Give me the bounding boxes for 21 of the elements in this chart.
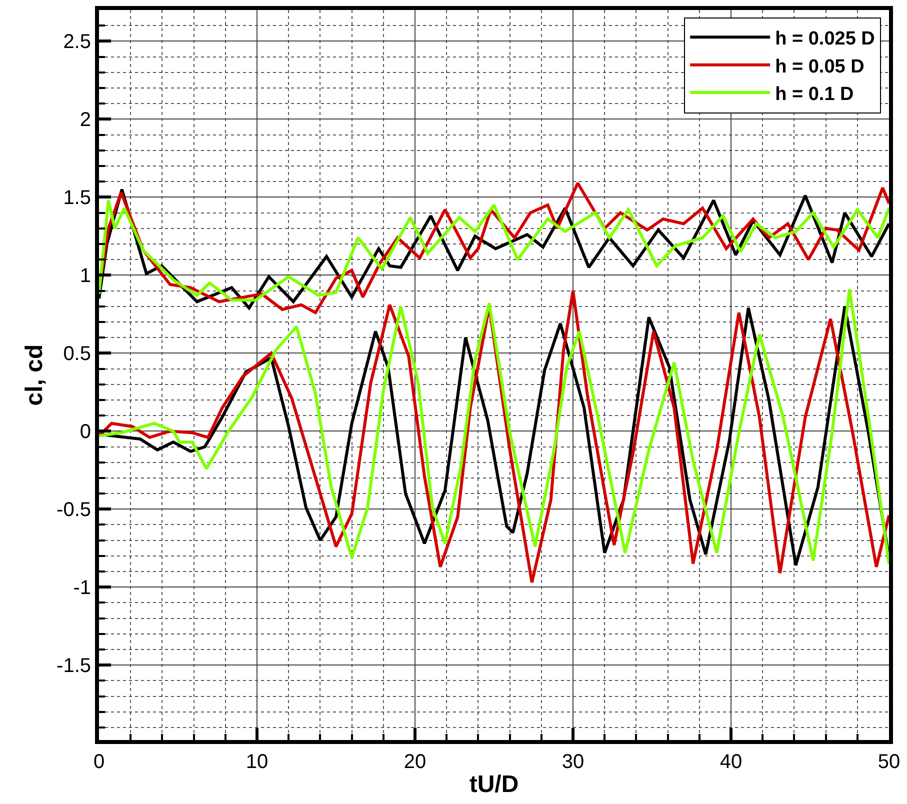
y-tick-label: -1 (73, 577, 91, 600)
legend-label: h = 0.1 D (775, 84, 854, 105)
line-series (99, 198, 889, 302)
y-axis-title: cl, cd (21, 344, 48, 406)
x-tick-label: 40 (720, 751, 742, 773)
legend-label: h = 0.05 D (775, 56, 864, 78)
x-tick-label: 50 (878, 751, 900, 773)
y-tick-label: -0.5 (56, 499, 91, 522)
y-tick-label: 1.5 (63, 187, 91, 210)
x-axis-title: tU/D (469, 770, 519, 798)
x-tick-label: 30 (562, 751, 584, 773)
x-tick-label: 0 (93, 751, 105, 773)
y-tick-label: 0.5 (63, 343, 91, 366)
legend-label: h = 0.025 D (775, 28, 875, 50)
x-tick-label: 20 (404, 751, 426, 773)
y-tick-label: -1.5 (56, 655, 91, 678)
y-tick-label: 1 (80, 265, 91, 288)
y-tick-label: 0 (80, 421, 91, 444)
x-tick-label: 10 (246, 751, 268, 773)
y-tick-label: 2.5 (63, 31, 91, 54)
y-tick-label: 2 (80, 109, 91, 132)
